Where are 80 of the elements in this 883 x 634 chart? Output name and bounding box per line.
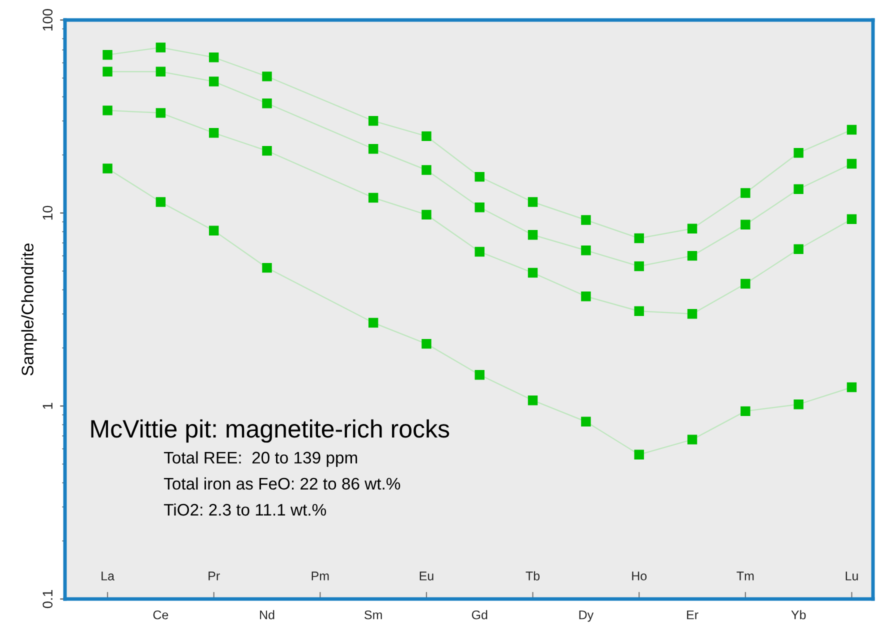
annotation: Total REE: 20 to 139 ppm: [164, 451, 358, 467]
point: [794, 184, 804, 194]
x-tick-label: Ho: [632, 572, 647, 580]
point: [740, 278, 750, 289]
point: [422, 210, 432, 220]
point: [740, 220, 750, 230]
point: [262, 262, 272, 273]
point: [634, 450, 644, 460]
point: [528, 268, 538, 278]
point: [581, 246, 591, 256]
x-tick-label: Pr: [208, 572, 220, 580]
point: [368, 318, 378, 328]
annotation: Total iron as FeO: 22 to 86 wt.%: [164, 477, 400, 490]
point: [634, 233, 644, 244]
point: [208, 128, 219, 138]
point: [474, 202, 484, 212]
y-tick-label: 1: [42, 402, 52, 409]
point: [794, 244, 804, 254]
x-tick-label: Nd: [260, 610, 274, 620]
point: [687, 250, 698, 261]
x-tick-label: Lu: [846, 572, 858, 580]
x-tick-label: Sm: [364, 610, 382, 620]
x-tick-label: Gd: [472, 610, 488, 620]
point: [740, 188, 750, 198]
point: [102, 106, 112, 116]
point: [474, 172, 484, 182]
point: [368, 144, 378, 154]
point: [687, 434, 698, 444]
point: [156, 197, 166, 207]
point: [846, 214, 857, 224]
point: [368, 192, 378, 203]
y-axis-title: Sample/Chondrite: [21, 244, 37, 376]
point: [846, 124, 857, 135]
point: [102, 164, 112, 174]
x-tick-label: Pm: [312, 572, 329, 580]
x-tick-label: Tb: [526, 571, 540, 580]
text: McVittie pit: magnetite-rich rocks: [91, 419, 450, 443]
point: [422, 338, 432, 349]
point: [156, 42, 166, 52]
point: [422, 131, 432, 142]
point: [794, 399, 804, 410]
y-tick-label: 100: [42, 8, 53, 31]
point: [794, 148, 804, 158]
point: [208, 52, 219, 62]
point: [687, 224, 698, 234]
point: [208, 226, 219, 236]
point: [262, 98, 272, 108]
y-tick-label: 0.1: [42, 590, 53, 608]
point: [156, 66, 166, 77]
point: [581, 416, 591, 426]
x-tick-label: Tm: [736, 572, 754, 580]
x-tick-label: Dy: [579, 610, 594, 622]
point: [634, 261, 644, 272]
point: [846, 158, 857, 169]
point: [474, 246, 484, 257]
point: [581, 291, 591, 302]
point: [102, 50, 112, 60]
point: [528, 197, 538, 207]
point: [156, 108, 166, 118]
y-tick-label: 10: [42, 206, 53, 220]
point: [528, 395, 538, 406]
x-tick-label: La: [102, 572, 114, 580]
x-tick-label: Eu: [420, 572, 434, 580]
point: [740, 406, 750, 416]
point: [262, 146, 272, 156]
point: [634, 306, 644, 316]
point: [528, 230, 538, 240]
point: [474, 370, 484, 380]
annotation: TiO2: 2.3 to 11.1 wt.%: [164, 503, 326, 516]
point: [422, 165, 432, 175]
point: [208, 76, 219, 86]
point: [102, 66, 112, 77]
point: [846, 382, 857, 392]
x-tick-label: Er: [687, 610, 698, 620]
point: [368, 116, 378, 126]
point: [262, 72, 272, 82]
x-tick-label: Ce: [153, 610, 168, 620]
point: [581, 215, 591, 225]
point: [687, 309, 698, 319]
x-tick-label: Yb: [791, 610, 806, 620]
